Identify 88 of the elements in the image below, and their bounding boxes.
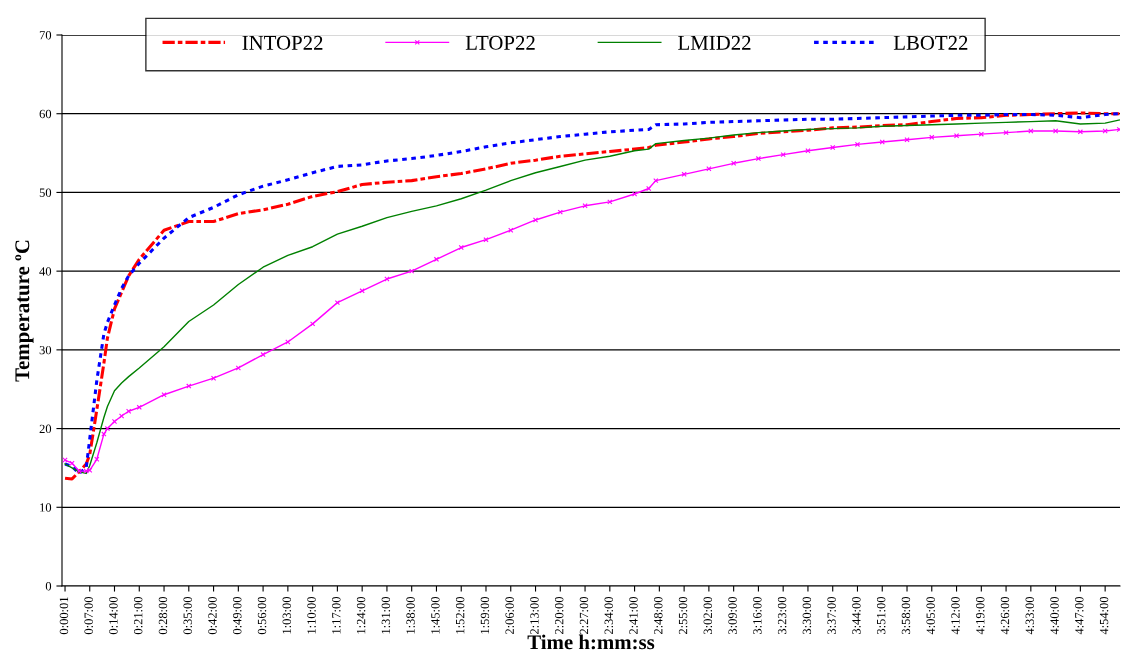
legend-label: LBOT22 bbox=[893, 35, 968, 50]
x-tick-label: 4:40:00 bbox=[1050, 596, 1059, 635]
x-tick-label: 1:52:00 bbox=[455, 596, 465, 634]
x-tick-label: 2:13:00 bbox=[530, 596, 539, 635]
x-tick-label: 2:55:00 bbox=[678, 596, 688, 635]
y-tick-label: 40 bbox=[39, 267, 52, 276]
x-tick-label: 4:19:00 bbox=[976, 596, 985, 635]
x-tick-label: 2:20:00 bbox=[554, 596, 564, 635]
x-tick-label: 1:59:00 bbox=[480, 596, 490, 634]
x-tick-label: 4:05:00 bbox=[926, 596, 935, 635]
x-tick-label: 2:41:00 bbox=[629, 596, 638, 635]
point bbox=[706, 166, 712, 172]
x-tick-label: 4:12:00 bbox=[951, 596, 960, 635]
point bbox=[1003, 129, 1009, 136]
x-tick-label: 3:37:00 bbox=[827, 596, 836, 635]
x-tick-label: 3:16:00 bbox=[753, 596, 762, 635]
point bbox=[235, 365, 241, 371]
x-tick-label: 0:00:01 bbox=[59, 597, 69, 635]
point bbox=[978, 131, 984, 137]
y-axis-title: Temperature ºC bbox=[15, 240, 34, 382]
x-tick-label: 0:21:00 bbox=[133, 596, 143, 635]
point bbox=[904, 137, 910, 143]
point bbox=[458, 244, 464, 251]
point bbox=[582, 203, 588, 209]
point bbox=[508, 227, 514, 233]
x-tick-label: 3:51:00 bbox=[876, 596, 886, 635]
y-tick-label: 20 bbox=[39, 424, 52, 434]
x-tick-label: 1:17:00 bbox=[332, 596, 341, 634]
x-tick-label: 1:38:00 bbox=[406, 596, 415, 634]
legend-label: INTOP22 bbox=[242, 35, 323, 50]
x-tick-label: 2:34:00 bbox=[604, 596, 614, 635]
x-tick-label: 4:54:00 bbox=[1099, 596, 1109, 635]
point bbox=[210, 375, 217, 381]
x-tick-label: 0:14:00 bbox=[109, 596, 118, 635]
x-tick-label: 2:48:00 bbox=[654, 596, 663, 635]
point bbox=[161, 392, 167, 398]
y-tick-label: 10 bbox=[40, 503, 52, 512]
x-tick-label: 4:26:00 bbox=[1000, 596, 1010, 635]
x-tick-label: 2:27:00 bbox=[579, 596, 589, 635]
point bbox=[94, 456, 100, 462]
x-tick-label: 3:44:00 bbox=[852, 596, 861, 635]
legend-label: LTOP22 bbox=[465, 35, 535, 50]
point bbox=[359, 288, 365, 294]
x-tick-label: 1:10:00 bbox=[307, 596, 316, 634]
x-tick-label: 0:28:00 bbox=[158, 596, 168, 635]
point bbox=[309, 321, 316, 327]
point bbox=[532, 217, 539, 223]
point bbox=[646, 185, 652, 192]
x-tick-label: 3:23:00 bbox=[777, 596, 787, 635]
x-axis-title: Time h:mm:ss bbox=[527, 634, 655, 650]
point bbox=[186, 383, 192, 389]
x-tick-label: 0:49:00 bbox=[233, 596, 242, 635]
x-tick-label: 3:02:00 bbox=[703, 596, 713, 635]
x-tick-label: 1:31:00 bbox=[381, 596, 391, 634]
point bbox=[731, 160, 737, 166]
point bbox=[69, 460, 75, 466]
x-tick-label: 0:56:00 bbox=[257, 596, 267, 635]
point bbox=[483, 237, 489, 243]
point bbox=[136, 404, 142, 410]
x-tick-label: 1:45:00 bbox=[431, 596, 440, 634]
point bbox=[260, 351, 266, 358]
x-tick-label: 1:03:00 bbox=[282, 596, 292, 634]
x-tick-label: 3:09:00 bbox=[728, 596, 737, 635]
x-tick-label: 3:58:00 bbox=[901, 596, 911, 635]
point bbox=[126, 408, 132, 414]
point bbox=[607, 199, 613, 205]
x-tick-label: 1:24:00 bbox=[356, 596, 366, 634]
point bbox=[830, 144, 836, 151]
y-tick-label: 50 bbox=[39, 188, 52, 197]
point bbox=[334, 299, 341, 306]
point bbox=[1052, 128, 1059, 134]
x-tick-label: 4:33:00 bbox=[1025, 596, 1035, 635]
x-tick-label: 2:06:00 bbox=[505, 596, 514, 635]
point bbox=[631, 191, 638, 197]
y-tick-label: 0 bbox=[45, 582, 52, 591]
legend-label: LMID22 bbox=[678, 35, 751, 50]
y-tick-label: 60 bbox=[39, 109, 52, 119]
point bbox=[805, 148, 811, 154]
x-tick-label: 0:35:00 bbox=[183, 596, 192, 635]
y-tick-label: 30 bbox=[39, 345, 52, 355]
point bbox=[929, 134, 935, 140]
x-tick-label: 0:07:00 bbox=[84, 596, 93, 635]
y-tick-label: 70 bbox=[39, 31, 52, 40]
point bbox=[87, 467, 93, 473]
x-tick-label: 3:30:00 bbox=[802, 596, 812, 635]
point bbox=[118, 413, 125, 419]
x-tick-label: 4:47:00 bbox=[1075, 596, 1084, 635]
x-tick-label: 0:42:00 bbox=[208, 596, 217, 635]
